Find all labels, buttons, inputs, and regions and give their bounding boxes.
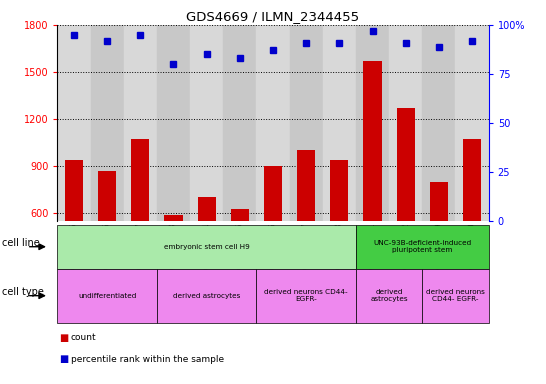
- Bar: [330, 160, 348, 221]
- Bar: [57, 25, 91, 221]
- Bar: [231, 209, 249, 221]
- Bar: [98, 170, 116, 221]
- Text: derived
astrocytes: derived astrocytes: [370, 289, 408, 302]
- Bar: [131, 139, 150, 221]
- Text: ■: ■: [59, 354, 68, 364]
- Bar: [430, 182, 448, 221]
- Text: derived neurons
CD44- EGFR-: derived neurons CD44- EGFR-: [426, 289, 485, 302]
- Bar: [91, 25, 124, 221]
- Bar: [463, 139, 481, 221]
- Bar: [124, 25, 157, 221]
- Text: count: count: [71, 333, 97, 343]
- Bar: [422, 25, 455, 221]
- Bar: [264, 166, 282, 221]
- Bar: [198, 197, 216, 221]
- Text: derived astrocytes: derived astrocytes: [173, 293, 240, 299]
- Bar: [396, 108, 415, 221]
- Bar: [157, 25, 190, 221]
- Text: ■: ■: [59, 333, 68, 343]
- Bar: [364, 61, 382, 221]
- Text: derived neurons CD44-
EGFR-: derived neurons CD44- EGFR-: [264, 289, 348, 302]
- Bar: [190, 25, 223, 221]
- Bar: [257, 25, 289, 221]
- Bar: [289, 25, 323, 221]
- Text: undifferentiated: undifferentiated: [78, 293, 136, 299]
- Bar: [323, 25, 356, 221]
- Bar: [455, 25, 489, 221]
- Bar: [356, 25, 389, 221]
- Bar: [65, 160, 83, 221]
- Bar: [164, 215, 182, 221]
- Text: cell line: cell line: [2, 238, 39, 248]
- Bar: [389, 25, 422, 221]
- Bar: [297, 150, 315, 221]
- Text: percentile rank within the sample: percentile rank within the sample: [71, 354, 224, 364]
- Text: UNC-93B-deficient-induced
pluripotent stem: UNC-93B-deficient-induced pluripotent st…: [373, 240, 471, 253]
- Text: GDS4669 / ILMN_2344455: GDS4669 / ILMN_2344455: [186, 10, 360, 23]
- Text: embryonic stem cell H9: embryonic stem cell H9: [164, 244, 250, 250]
- Bar: [223, 25, 257, 221]
- Text: cell type: cell type: [2, 287, 44, 297]
